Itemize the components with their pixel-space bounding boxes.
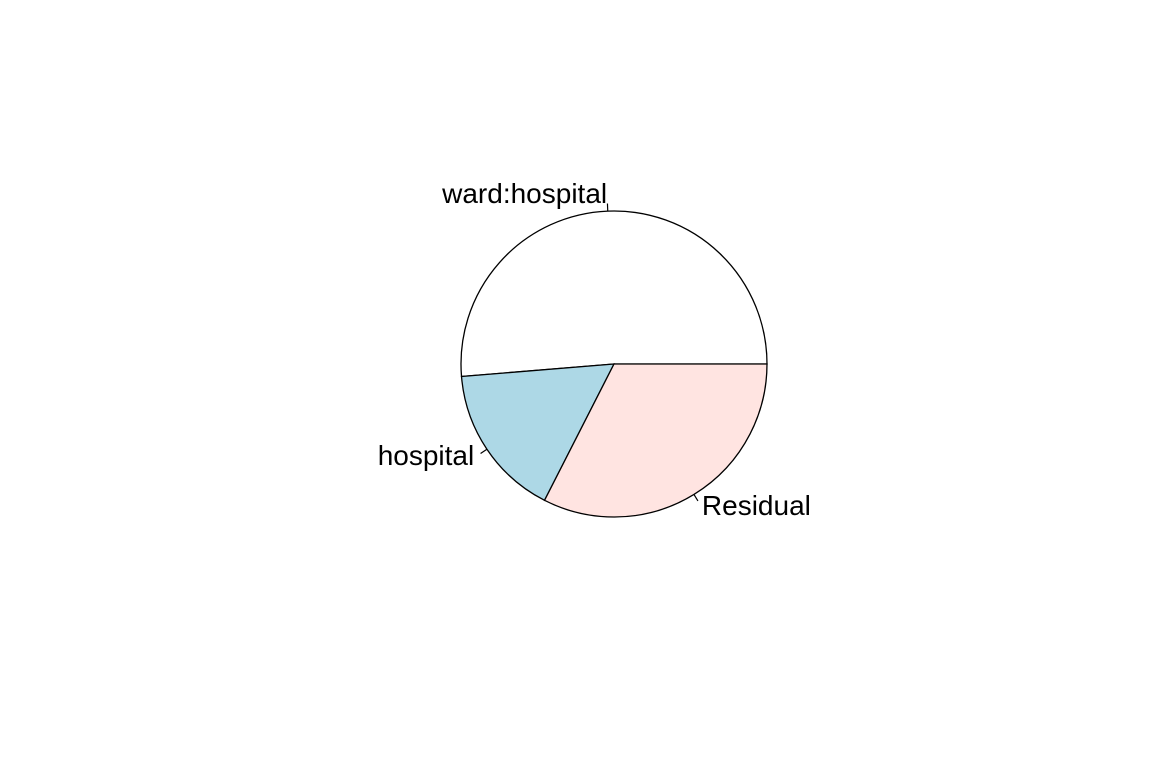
pie-label-ward-hospital: ward:hospital — [441, 178, 607, 209]
pie-label-residual: Residual — [702, 490, 811, 521]
pie-labels: ward:hospital hospital Residual — [378, 178, 811, 521]
pie-label-hospital: hospital — [378, 440, 475, 471]
pie-tick-hospital — [480, 448, 488, 454]
pie-label-ticks — [480, 203, 699, 502]
pie-tick-residual — [693, 494, 699, 502]
pie-slice-residual — [543, 363, 768, 518]
pie-slice-ward-hospital — [460, 210, 768, 378]
pie-slices — [460, 210, 768, 518]
